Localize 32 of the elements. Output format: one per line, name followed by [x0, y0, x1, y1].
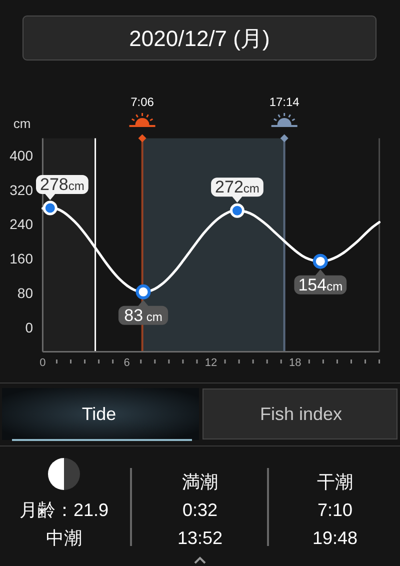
chart-title: 2020/12/7 (月)	[129, 26, 270, 51]
text: 月齢：21.9	[19, 500, 109, 520]
point	[312, 254, 328, 269]
text: 0:32	[182, 500, 218, 520]
y-tick-label: 400	[10, 147, 34, 164]
x-tick-label: 0	[40, 357, 46, 369]
y-tick-label: 160	[10, 250, 34, 267]
text: 干潮	[317, 472, 353, 492]
x-tick-label: 12	[204, 357, 218, 369]
text: 7:10	[317, 500, 353, 520]
text: Tide	[82, 404, 116, 424]
text: Fish index	[260, 404, 342, 424]
text: 中潮	[46, 528, 82, 548]
ref-line-label: 17:14	[269, 95, 300, 109]
point	[136, 284, 151, 300]
data-label: 154cm	[298, 275, 343, 294]
data-label: 272cm	[215, 178, 260, 197]
x-tick-label: 6	[124, 357, 130, 369]
y-tick-label: 0	[25, 320, 34, 336]
y-tick-label: 80	[17, 285, 34, 302]
data-label: 278cm	[40, 175, 84, 194]
ref-line-label: 7:06	[130, 95, 154, 109]
y-tick-label: 320	[10, 182, 34, 198]
point	[42, 200, 58, 216]
x-tick-label: 18	[289, 357, 302, 369]
text: 19:48	[312, 528, 358, 548]
y-axis-title: cm	[13, 116, 31, 131]
y-tick-label: 240	[10, 216, 34, 232]
text: 満潮	[182, 472, 218, 492]
text: 13:52	[177, 528, 223, 548]
data-label: 83 cm	[124, 306, 162, 325]
point	[230, 203, 244, 218]
